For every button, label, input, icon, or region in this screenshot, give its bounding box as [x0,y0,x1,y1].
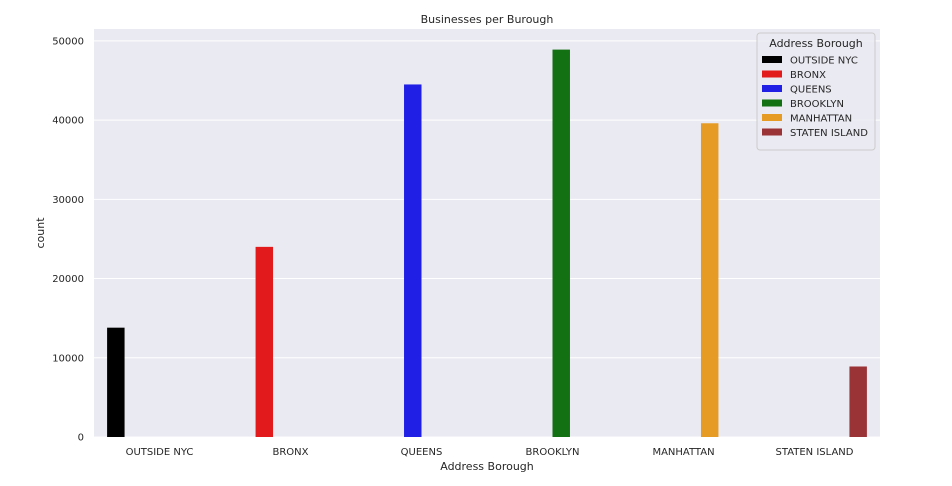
legend-label: MANHATTAN [790,114,852,125]
legend-items: OUTSIDE NYC BRONX QUEENS BROOKLYN MANHATTAN S… [762,56,868,139]
x-tick-label: QUEENS [401,447,443,458]
bar [404,84,422,438]
legend-label: STATEN ISLAND [790,128,868,139]
x-tick-label: OUTSIDE NYC [126,447,194,458]
y-axis-title: count [34,217,47,249]
bar [255,246,274,437]
legend-swatch [762,56,782,63]
legend-swatch [762,128,782,136]
legend-title: Address Borough [769,37,863,50]
y-tick-label: 30000 [52,195,84,206]
legend-label: QUEENS [790,85,832,96]
grid-lines [94,40,880,438]
chart-title: Businesses per Burough [421,13,554,26]
x-tick-label: BROOKLYN [526,447,580,458]
y-tick-label: 50000 [52,36,84,47]
legend: Address Borough OUTSIDE NYC BRONX QUEENS BR… [756,32,876,151]
legend-label: BROOKLYN [790,99,844,110]
bar [552,49,570,438]
y-tick-label: 40000 [52,116,84,127]
y-tick-label: 20000 [52,274,84,285]
legend-swatch [762,114,782,121]
bar [107,327,125,437]
y-tick-labels: 0 10000 20000 30000 40000 50000 [52,36,84,443]
legend-swatch [762,85,782,92]
plot-area [94,29,880,437]
y-tick-label: 10000 [52,353,84,364]
legend-swatch [762,99,782,107]
x-tick-label: STATEN ISLAND [776,447,854,458]
y-tick-label: 0 [78,433,84,444]
bar [849,366,867,437]
bar [700,123,719,437]
legend-label: BRONX [790,70,826,81]
legend-label: OUTSIDE NYC [790,56,858,67]
x-axis-title: Address Borough [440,460,534,473]
x-tick-label: BRONX [272,447,308,458]
legend-frame [756,32,876,151]
x-tick-labels: OUTSIDE NYC BRONX QUEENS BROOKLYN MANHATTAN S… [126,447,854,458]
legend-swatch [762,70,782,78]
bars [107,49,867,438]
x-tick-label: MANHATTAN [652,447,714,458]
